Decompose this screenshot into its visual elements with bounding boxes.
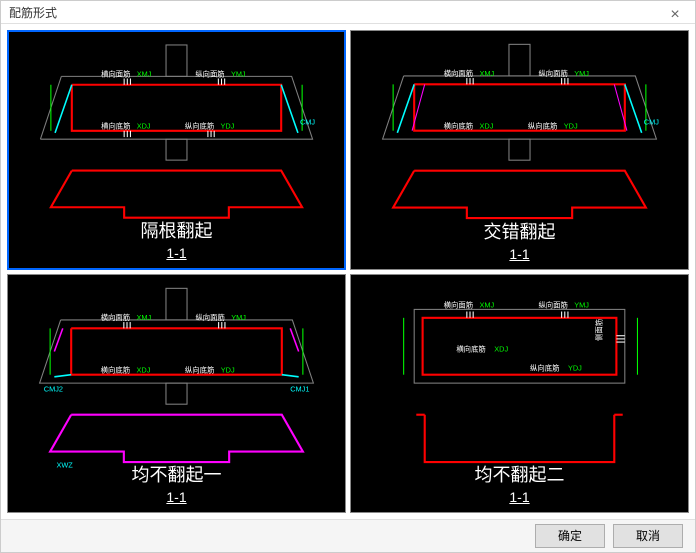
- svg-text:纵向底筋: 纵向底筋: [528, 122, 557, 131]
- svg-text:CMJ: CMJ: [644, 118, 659, 127]
- lbl-xdj: XDJ: [137, 122, 151, 131]
- caption-sub-4: 1-1: [351, 489, 688, 506]
- lbl-ymj: YMJ: [231, 70, 246, 79]
- caption-sub-3: 1-1: [8, 489, 345, 506]
- caption-text-2: 交错翻起: [351, 222, 688, 244]
- option-caption-4: 均不翻起二 1-1: [351, 465, 688, 505]
- svg-text:YDJ: YDJ: [568, 363, 582, 372]
- svg-text:纵向底筋: 纵向底筋: [530, 363, 559, 372]
- svg-text:纵向面筋: 纵向面筋: [538, 300, 567, 309]
- svg-text:横向底筋: 横向底筋: [101, 365, 130, 374]
- option-card-4[interactable]: 横向面筋 XMJ 纵向面筋 YMJ 横向底筋 XDJ 纵向底筋 YDJ 侧面筋 …: [350, 274, 689, 513]
- caption-text-4: 均不翻起二: [351, 465, 688, 487]
- svg-text:侧面筋: 侧面筋: [595, 318, 604, 340]
- option-caption-2: 交错翻起 1-1: [351, 222, 688, 262]
- options-grid: 横向面筋 XMJ 纵向面筋 YMJ 横向底筋 XDJ 纵向底筋 YDJ CMJ …: [1, 24, 695, 519]
- dialog-title: 配筋形式: [9, 4, 57, 21]
- dialog: 配筋形式 ×: [0, 0, 696, 553]
- caption-text-1: 隔根翻起: [9, 221, 344, 243]
- svg-text:横向底筋: 横向底筋: [444, 122, 473, 131]
- option-card-3[interactable]: 横向面筋 XMJ 纵向面筋 YMJ 横向底筋 XDJ 纵向底筋 YDJ CMJ2…: [7, 274, 346, 513]
- lbl-ydj: YDJ: [220, 122, 234, 131]
- option-caption-1: 隔根翻起 1-1: [9, 221, 344, 261]
- cancel-button[interactable]: 取消: [613, 524, 683, 548]
- lbl-v-top: 纵向面筋: [195, 70, 224, 79]
- ok-button[interactable]: 确定: [535, 524, 605, 548]
- svg-text:XDJ: XDJ: [479, 122, 493, 131]
- svg-text:XDJ: XDJ: [494, 344, 508, 353]
- svg-text:横向面筋: 横向面筋: [444, 69, 473, 78]
- svg-text:XDJ: XDJ: [136, 365, 150, 374]
- svg-text:CMJ1: CMJ1: [290, 384, 309, 393]
- option-caption-3: 均不翻起一 1-1: [8, 465, 345, 505]
- caption-sub-2: 1-1: [351, 246, 688, 263]
- svg-text:XMJ: XMJ: [479, 300, 494, 309]
- option-card-1[interactable]: 横向面筋 XMJ 纵向面筋 YMJ 横向底筋 XDJ 纵向底筋 YDJ CMJ …: [7, 30, 346, 269]
- svg-text:CMJ2: CMJ2: [44, 384, 63, 393]
- close-button[interactable]: ×: [655, 1, 695, 29]
- svg-text:纵向底筋: 纵向底筋: [185, 365, 214, 374]
- caption-sub-1: 1-1: [9, 245, 344, 262]
- dialog-footer: 确定 取消: [1, 519, 695, 552]
- titlebar: 配筋形式 ×: [1, 1, 695, 24]
- svg-text:横向底筋: 横向底筋: [456, 344, 485, 353]
- svg-text:XMJ: XMJ: [479, 69, 494, 78]
- lbl-cmj-r: CMJ: [300, 118, 315, 127]
- close-icon: ×: [670, 6, 679, 24]
- caption-text-3: 均不翻起一: [8, 465, 345, 487]
- svg-text:横向面筋: 横向面筋: [444, 300, 473, 309]
- lbl-h-top: 横向面筋: [101, 70, 130, 79]
- option-card-2[interactable]: 横向面筋 XMJ 纵向面筋 YMJ 横向底筋 XDJ 纵向底筋 YDJ CMJ …: [350, 30, 689, 269]
- lbl-v-bot: 纵向底筋: [185, 122, 214, 131]
- svg-text:XMJ: XMJ: [136, 313, 151, 322]
- svg-text:YMJ: YMJ: [574, 69, 589, 78]
- svg-text:YDJ: YDJ: [221, 365, 235, 374]
- lbl-xmj: XMJ: [137, 70, 152, 79]
- svg-text:YMJ: YMJ: [574, 300, 589, 309]
- svg-text:YMJ: YMJ: [231, 313, 246, 322]
- svg-text:纵向面筋: 纵向面筋: [195, 313, 224, 322]
- lbl-h-bot: 横向底筋: [101, 122, 130, 131]
- svg-text:纵向面筋: 纵向面筋: [538, 69, 567, 78]
- svg-text:横向面筋: 横向面筋: [101, 313, 130, 322]
- svg-text:YDJ: YDJ: [564, 122, 578, 131]
